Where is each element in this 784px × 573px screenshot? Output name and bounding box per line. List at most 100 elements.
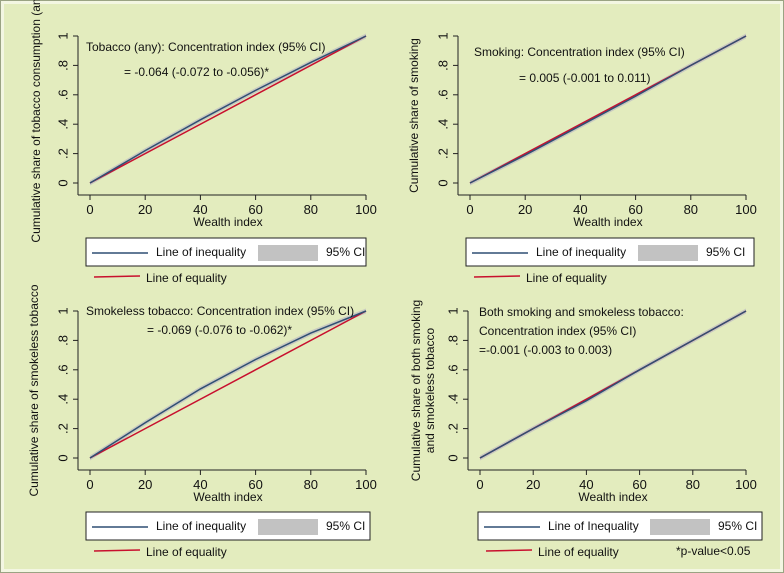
line-of-equality <box>89 35 367 184</box>
legend-box <box>85 511 371 541</box>
legend-inequality-label: Line of inequality <box>156 519 246 533</box>
y-tick-label: 1 <box>55 32 70 39</box>
x-axis-label: Wealth index <box>193 215 262 229</box>
y-tick-label: .2 <box>435 148 450 159</box>
x-tick-label: 40 <box>579 477 593 492</box>
panel-smoking: 0 .2 .4 .6 .8 1 0 20 40 60 80 100 Wealth index Cumula… <box>407 32 757 285</box>
panel-smokeless: 0 .2 .4 .6 .8 1 0 20 40 60 80 100 Wealth index Cumula… <box>27 284 377 559</box>
legend-ci-label: 95% CI <box>326 519 365 533</box>
concentration-index-value: = 0.005 (-0.001 to 0.011) <box>519 71 651 85</box>
x-tick-label: 40 <box>193 202 207 217</box>
panel-title-line2: Concentration index (95% CI) <box>479 324 636 338</box>
y-tick-label: .4 <box>445 394 460 405</box>
legend-equality-label: Line of equality <box>146 545 227 559</box>
y-axis-label: Cumulative share of both smoking <box>409 300 423 481</box>
y-tick-label: .2 <box>55 148 70 159</box>
y-tick-label: 0 <box>55 454 70 461</box>
x-tick-label: 20 <box>518 202 532 217</box>
panel-title: Smoking: Concentration index (95% CI) <box>474 45 685 59</box>
y-tick-label: .4 <box>435 119 450 130</box>
legend-ci-swatch <box>638 245 698 261</box>
x-tick-label: 60 <box>248 477 262 492</box>
y-tick-label: 1 <box>445 307 460 314</box>
panel-title: Both smoking and smokeless tobacco: <box>479 305 684 319</box>
panel-title: Tobacco (any): Concentration index (95% … <box>86 40 325 54</box>
legend-ci-swatch <box>650 519 710 535</box>
line-of-inequality <box>469 35 747 184</box>
y-tick-label: 1 <box>55 307 70 314</box>
concentration-index-value: =-0.001 (-0.003 to 0.003) <box>479 343 612 357</box>
y-tick-label: 0 <box>55 179 70 186</box>
legend-ci-label: 95% CI <box>706 245 745 259</box>
legend-box <box>85 237 367 267</box>
y-tick-label: .8 <box>55 60 70 71</box>
legend-equality-swatch <box>473 275 521 278</box>
line-of-inequality <box>89 35 367 184</box>
y-axis-label-line2: and smokeless tobacco <box>423 327 437 453</box>
y-tick-label: 1 <box>435 32 450 39</box>
x-tick-label: 80 <box>304 202 318 217</box>
y-tick-label: .4 <box>55 394 70 405</box>
legend-equality-swatch <box>93 549 141 552</box>
ci-band <box>90 33 366 186</box>
y-tick-label: .2 <box>445 423 460 434</box>
line-of-inequality <box>479 310 747 459</box>
x-tick-label: 0 <box>86 202 93 217</box>
y-tick-label: .8 <box>435 60 450 71</box>
x-tick-label: 60 <box>248 202 262 217</box>
x-tick-label: 20 <box>138 202 152 217</box>
legend-box <box>465 237 755 267</box>
y-tick-label: .8 <box>55 335 70 346</box>
panel-tobacco-any: 0 .2 .4 .6 .8 1 0 20 40 60 80 100 Wealth index Cumula… <box>29 0 377 285</box>
legend-equality-label: Line of equality <box>146 271 227 285</box>
y-tick-label: .2 <box>55 423 70 434</box>
concentration-index-value: = -0.064 (-0.072 to -0.056)* <box>124 65 269 79</box>
x-tick-label: 80 <box>684 202 698 217</box>
legend-inequality-label: Line of Inequality <box>548 519 639 533</box>
legend-ci-swatch <box>258 519 318 535</box>
y-tick-label: .8 <box>445 335 460 346</box>
y-axis-label: Cumulative share of smoking <box>407 38 421 193</box>
y-tick-label: .6 <box>435 89 450 100</box>
x-tick-label: 80 <box>686 477 700 492</box>
legend-equality-label: Line of equality <box>526 271 607 285</box>
x-axis-label: Wealth index <box>573 215 642 229</box>
legend-inequality-label: Line of inequality <box>156 245 246 259</box>
significance-footnote: *p-value<0.05 <box>676 544 751 558</box>
legend-ci-swatch <box>258 245 318 261</box>
legend-equality-swatch <box>93 275 141 278</box>
x-tick-label: 100 <box>735 202 757 217</box>
x-tick-label: 60 <box>628 202 642 217</box>
x-tick-label: 20 <box>138 477 152 492</box>
line-of-equality <box>89 310 367 459</box>
panel-both: 0 .2 .4 .6 .8 1 0 20 40 60 80 100 Wealth index Cumula… <box>409 300 763 559</box>
y-tick-label: 0 <box>435 179 450 186</box>
legend-inequality-label: Line of inequality <box>536 245 626 259</box>
legend-equality-swatch <box>485 549 533 552</box>
y-tick-label: 0 <box>445 454 460 461</box>
x-tick-label: 40 <box>193 477 207 492</box>
x-axis-label: Wealth index <box>578 490 647 504</box>
y-tick-label: .4 <box>55 119 70 130</box>
y-tick-label: .6 <box>55 89 70 100</box>
legend-box <box>477 511 763 541</box>
x-tick-label: 0 <box>476 477 483 492</box>
legend-ci-label: 95% CI <box>326 245 365 259</box>
x-tick-label: 80 <box>304 477 318 492</box>
x-tick-label: 20 <box>526 477 540 492</box>
y-axis-label: Cumulative share of tobacco consumption … <box>29 0 43 243</box>
legend-equality-label: Line of equality <box>538 545 619 559</box>
y-tick-label: .6 <box>445 364 460 375</box>
x-tick-label: 60 <box>632 477 646 492</box>
legend-ci-label: 95% CI <box>718 519 757 533</box>
y-axis-label: Cumulative share of smokeless tobacco <box>27 284 41 496</box>
x-axis-label: Wealth index <box>193 490 262 504</box>
x-tick-label: 100 <box>735 477 757 492</box>
y-tick-label: .6 <box>55 364 70 375</box>
line-of-inequality <box>89 310 367 459</box>
x-tick-label: 100 <box>355 477 377 492</box>
concentration-index-value: = -0.069 (-0.076 to -0.062)* <box>147 323 292 337</box>
x-tick-label: 0 <box>466 202 473 217</box>
x-tick-label: 0 <box>86 477 93 492</box>
